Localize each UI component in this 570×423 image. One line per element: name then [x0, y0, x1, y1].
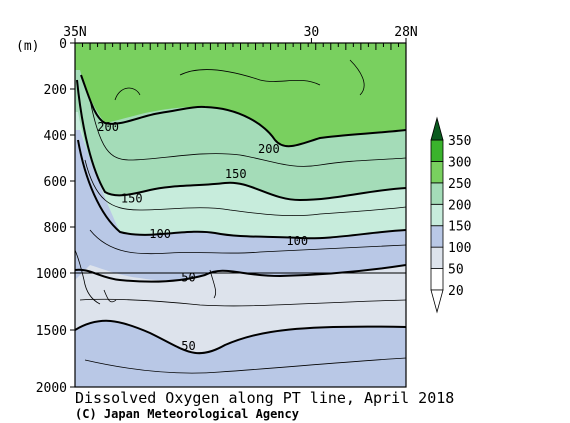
contour-label: 200: [258, 142, 280, 156]
contour-label: 150: [225, 167, 247, 181]
y-tick-label: 2000: [36, 381, 67, 396]
contour-label: 50: [181, 339, 195, 353]
y-axis-unit-label: (m): [16, 39, 39, 54]
colorbar-segment: [430, 139, 444, 162]
colorbar-segment: [430, 203, 444, 227]
contour-200: [80, 74, 406, 148]
colorbar-label: 350: [448, 134, 471, 149]
station-tick-marks: [74, 43, 407, 50]
colorbar-segment: [430, 246, 444, 269]
contour-label: 150: [121, 191, 143, 205]
contour-labels: 200 200 150 150 100 100 50 50: [97, 120, 308, 353]
colorbar-label: 250: [448, 177, 471, 192]
x-tick-label: 28N: [394, 25, 417, 40]
contour-thin-g: [75, 249, 217, 305]
oxygen-field: [75, 43, 406, 387]
colorbar-segment: [430, 182, 444, 205]
colorbar-label: 300: [448, 155, 471, 170]
y-tick-label: 1500: [36, 324, 67, 339]
y-tick-label: 800: [44, 221, 67, 236]
colorbar-label: 100: [448, 241, 471, 256]
colorbar-label: 20: [448, 284, 464, 299]
colorbar-label: 200: [448, 198, 471, 213]
y-tick-label: 600: [44, 175, 67, 190]
contour-50-lower: [75, 319, 406, 355]
colorbar-max-arrow: [430, 116, 444, 141]
y-tick-label: 200: [44, 83, 67, 98]
x-tick-label: 35N: [63, 25, 86, 40]
contour-thin-d: [89, 229, 406, 255]
contour-150: [76, 79, 406, 202]
contour-thin-b: [89, 99, 406, 167]
colorbar-segment: [430, 268, 444, 291]
colorbar-legend: 20 50 100 150 200 250 300 350: [430, 116, 471, 314]
colorbar-label: 50: [448, 263, 464, 278]
y-tick-label: 1000: [36, 267, 67, 282]
y-axis: 0 200 400 600 800 1000 1500 2000: [36, 37, 75, 396]
contour-100: [77, 139, 406, 240]
contour-thin-c: [84, 159, 406, 217]
chart-title: Dissolved Oxygen along PT line, April 20…: [75, 389, 454, 407]
contour-thin-a: [114, 59, 365, 101]
x-axis: 35N 30 28N: [63, 25, 418, 43]
colorbar-label: 150: [448, 220, 471, 235]
colorbar-segment: [430, 161, 444, 184]
colorbar-segment: [430, 225, 444, 248]
contour-label: 100: [149, 227, 171, 241]
field-band-200-250: [75, 43, 406, 147]
contour-label: 50: [181, 271, 195, 285]
chart-credit: (C) Japan Meteorological Agency: [75, 407, 299, 421]
x-tick-label: 30: [304, 25, 320, 40]
y-tick-label: 0: [59, 37, 67, 52]
plot-frame: [74, 42, 407, 388]
contour-thin-e: [79, 298, 406, 307]
contour-thin-f: [84, 357, 406, 374]
y-tick-label: 400: [44, 129, 67, 144]
contour-label: 200: [97, 120, 119, 134]
contour-label: 100: [286, 234, 308, 248]
colorbar-min-arrow: [430, 289, 444, 314]
